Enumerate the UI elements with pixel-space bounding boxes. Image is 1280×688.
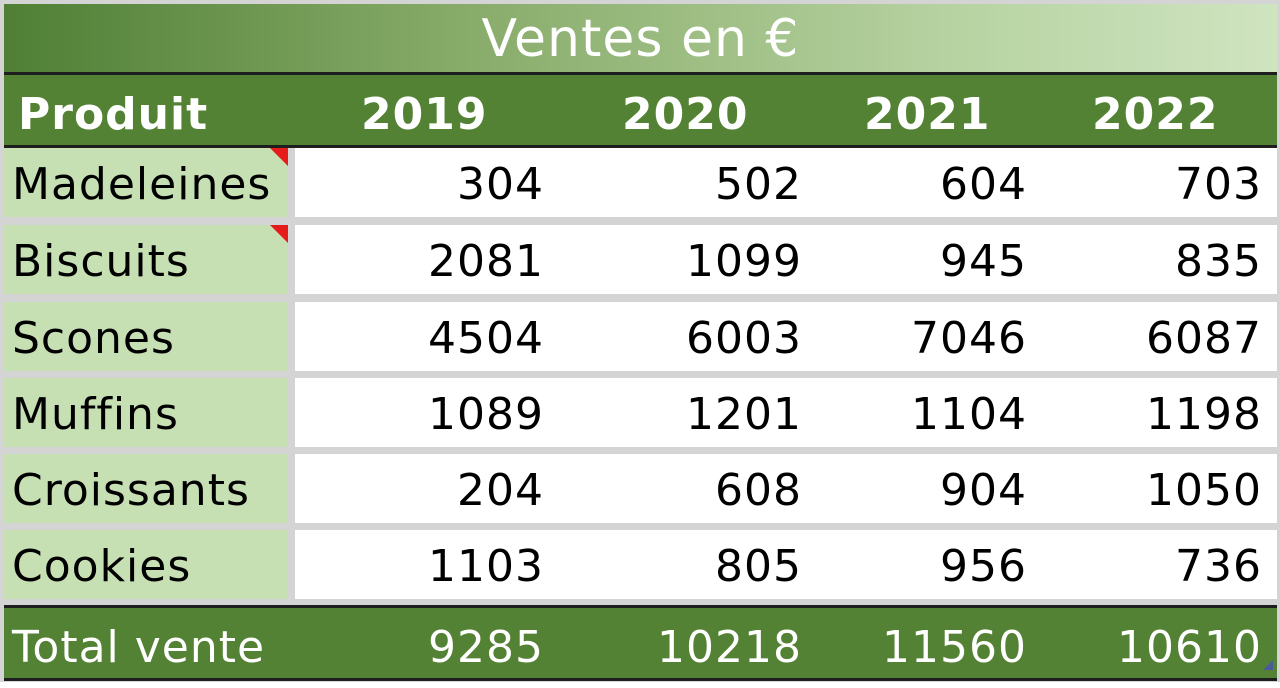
product-cell[interactable]: Cookies xyxy=(4,530,288,599)
data-cells xyxy=(295,225,1277,294)
product-name: Biscuits xyxy=(12,236,190,287)
total-cell-2021[interactable]: 11560 xyxy=(882,622,1027,673)
value-cell-2021[interactable]: 904 xyxy=(940,465,1027,516)
comment-indicator-icon[interactable] xyxy=(270,148,288,166)
value-cell-2021[interactable]: 604 xyxy=(940,159,1027,210)
total-cell-2019[interactable]: 9285 xyxy=(428,622,544,673)
value-cell-2019[interactable]: 304 xyxy=(457,159,544,210)
table-row: Biscuits 2081 1099 945 835 xyxy=(4,225,1277,294)
value-cell-2022[interactable]: 6087 xyxy=(1146,313,1262,364)
total-label[interactable]: Total vente xyxy=(12,622,266,673)
total-cell-2020[interactable]: 10218 xyxy=(657,622,802,673)
value-cell-2022[interactable]: 835 xyxy=(1175,236,1262,287)
value-cell-2021[interactable]: 7046 xyxy=(911,313,1027,364)
value-cell-2022[interactable]: 703 xyxy=(1175,159,1262,210)
value-cell-2020[interactable]: 1099 xyxy=(686,236,802,287)
value-cell-2019[interactable]: 204 xyxy=(457,465,544,516)
header-2020[interactable]: 2020 xyxy=(622,89,749,140)
total-row: Total vente 9285 10218 11560 10610 xyxy=(4,605,1277,681)
product-cell[interactable]: Croissants xyxy=(4,454,288,523)
product-name: Muffins xyxy=(12,389,179,440)
value-cell-2020[interactable]: 1201 xyxy=(686,389,802,440)
data-cells xyxy=(295,454,1277,523)
table-row: Cookies 1103 805 956 736 xyxy=(4,530,1277,599)
table-title[interactable]: Ventes en € xyxy=(4,4,1277,75)
comment-indicator-icon[interactable] xyxy=(270,225,288,243)
total-cell-2022[interactable]: 10610 xyxy=(1117,622,1262,673)
value-cell-2020[interactable]: 805 xyxy=(715,541,802,592)
data-cells xyxy=(295,148,1277,217)
value-cell-2020[interactable]: 608 xyxy=(715,465,802,516)
value-cell-2020[interactable]: 6003 xyxy=(686,313,802,364)
value-cell-2021[interactable]: 1104 xyxy=(911,389,1027,440)
table-row: Muffins 1089 1201 1104 1198 xyxy=(4,378,1277,447)
product-name: Cookies xyxy=(12,541,192,592)
data-cells xyxy=(295,530,1277,599)
product-cell[interactable]: Muffins xyxy=(4,378,288,447)
value-cell-2022[interactable]: 1198 xyxy=(1146,389,1262,440)
table-row: Croissants 204 608 904 1050 xyxy=(4,454,1277,523)
header-produit[interactable]: Produit xyxy=(18,89,209,140)
data-cells xyxy=(295,302,1277,371)
header-2022[interactable]: 2022 xyxy=(1092,89,1219,140)
table-row: Madeleines 304 502 604 703 xyxy=(4,148,1277,217)
value-cell-2022[interactable]: 1050 xyxy=(1146,465,1262,516)
value-cell-2021[interactable]: 945 xyxy=(940,236,1027,287)
header-2019[interactable]: 2019 xyxy=(361,89,488,140)
table-row: Scones 4504 6003 7046 6087 xyxy=(4,302,1277,371)
product-name: Croissants xyxy=(12,465,250,516)
value-cell-2022[interactable]: 736 xyxy=(1175,541,1262,592)
product-cell[interactable]: Madeleines xyxy=(4,148,288,217)
product-cell[interactable]: Biscuits xyxy=(4,225,288,294)
value-cell-2019[interactable]: 2081 xyxy=(428,236,544,287)
value-cell-2020[interactable]: 502 xyxy=(715,159,802,210)
value-cell-2019[interactable]: 4504 xyxy=(428,313,544,364)
data-cells xyxy=(295,378,1277,447)
product-name: Scones xyxy=(12,313,175,364)
value-cell-2019[interactable]: 1103 xyxy=(428,541,544,592)
header-row: Produit 2019 2020 2021 2022 xyxy=(4,75,1277,148)
table-resize-handle-icon[interactable] xyxy=(1263,660,1273,670)
value-cell-2021[interactable]: 956 xyxy=(940,541,1027,592)
header-2021[interactable]: 2021 xyxy=(864,89,991,140)
product-cell[interactable]: Scones xyxy=(4,302,288,371)
product-name: Madeleines xyxy=(12,159,272,210)
value-cell-2019[interactable]: 1089 xyxy=(428,389,544,440)
